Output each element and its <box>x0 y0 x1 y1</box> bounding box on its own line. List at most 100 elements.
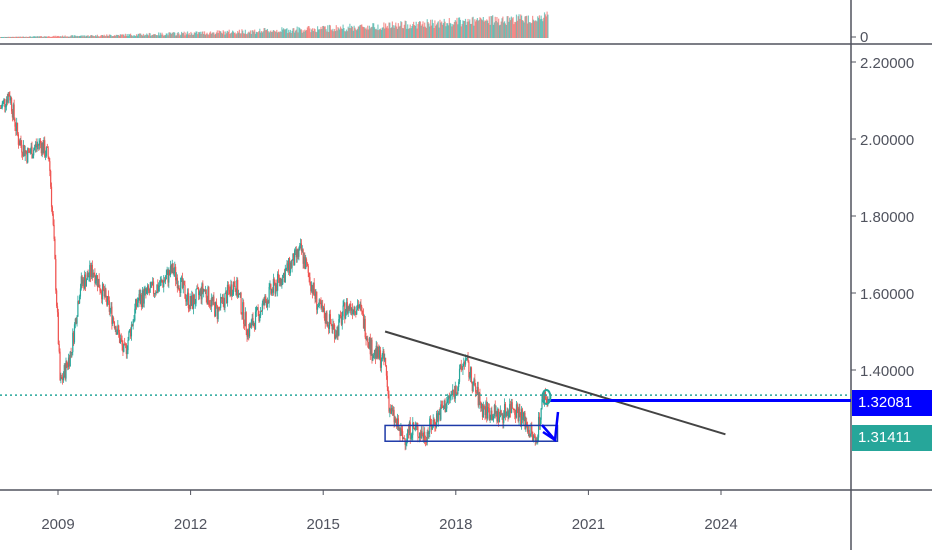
candle-body <box>135 299 138 307</box>
volume-bar <box>216 30 218 38</box>
candle-body <box>188 308 190 309</box>
candle-body <box>254 311 257 330</box>
volume-bar <box>359 24 361 38</box>
volume-bar <box>112 36 114 38</box>
volume-bar <box>231 32 233 38</box>
candle-body <box>494 405 496 414</box>
candle-body <box>111 306 113 324</box>
volume-bar <box>178 33 180 38</box>
volume-bar <box>431 19 433 38</box>
candle-body <box>280 278 282 285</box>
volume-bar <box>505 25 507 38</box>
candle-body <box>386 375 388 388</box>
volume-bar <box>367 25 369 38</box>
candle-body <box>415 426 417 428</box>
candle-body <box>497 408 499 422</box>
volume-bar <box>161 32 163 38</box>
volume-bar <box>5 36 7 38</box>
candle-body <box>271 289 273 294</box>
volume-bar <box>75 36 77 38</box>
volume-bar <box>148 32 150 38</box>
y-axis-ticks: 2.20000 2.00000 1.80000 1.60000 1.40000 0 <box>851 29 914 380</box>
volume-bar <box>512 17 514 38</box>
volume-bar <box>4 36 6 38</box>
candle-body <box>265 300 268 308</box>
candle-body <box>396 418 399 427</box>
candle-body <box>537 416 540 438</box>
candle-body <box>405 441 407 446</box>
candle-body <box>147 285 150 291</box>
volume-bar <box>504 23 507 38</box>
candle-body <box>495 411 497 414</box>
volume-bar <box>59 36 61 38</box>
candle-body <box>27 148 29 163</box>
candle-body <box>124 344 127 345</box>
volume-bar <box>48 36 50 38</box>
volume-bar <box>542 21 544 38</box>
candle-body <box>216 305 218 320</box>
volume-bar <box>233 33 235 38</box>
candle-body <box>25 150 27 153</box>
candle-body <box>192 295 195 309</box>
volume-bar <box>366 29 368 38</box>
candle-body <box>143 290 145 304</box>
candle-body <box>236 279 238 296</box>
volume-bar <box>448 18 450 38</box>
volume-bar <box>203 34 205 38</box>
candle-body <box>89 265 91 277</box>
volume-bar <box>16 36 19 38</box>
candle-body <box>486 402 488 419</box>
support-box <box>384 424 559 442</box>
volume-bar <box>458 17 460 38</box>
volume-bar <box>285 28 287 38</box>
candle-body <box>136 302 138 307</box>
candle-body <box>168 270 170 283</box>
candle-body <box>112 317 114 324</box>
candle-body <box>0 107 2 109</box>
volume-bar <box>265 30 267 38</box>
candle-body <box>420 431 422 439</box>
volume-bar <box>55 35 57 38</box>
candle-body <box>61 376 63 379</box>
volume-bar <box>260 31 263 38</box>
volume-bar <box>464 20 466 38</box>
volume-bar <box>72 35 74 38</box>
volume-bar <box>506 16 508 38</box>
candle-body <box>33 149 35 156</box>
volume-bar <box>534 20 536 38</box>
candle-body <box>289 262 291 274</box>
volume-bar <box>22 36 25 38</box>
volume-bar <box>228 29 230 38</box>
volume-bar <box>521 20 524 38</box>
volume-bar <box>387 28 389 38</box>
candle-body <box>15 126 17 131</box>
volume-bar <box>269 31 271 38</box>
volume-bar <box>311 28 314 38</box>
volume-bar <box>186 31 189 38</box>
candle-body <box>163 280 165 287</box>
volume-bar <box>283 29 286 38</box>
candle-body <box>90 264 93 277</box>
volume-bar <box>144 34 146 38</box>
candle-body <box>367 342 370 349</box>
volume-bar <box>346 31 348 38</box>
volume-bar <box>23 36 25 38</box>
volume-bar <box>203 31 206 38</box>
candle-body <box>220 297 223 299</box>
candle-body <box>225 291 227 294</box>
volume-bar <box>264 28 266 38</box>
candle-body <box>140 295 142 304</box>
volume-bar <box>527 15 529 38</box>
volume-bar <box>406 28 408 38</box>
candle-body <box>115 326 117 335</box>
candle-body <box>258 311 260 321</box>
volume-bar <box>379 28 382 38</box>
candle-body <box>18 144 20 146</box>
candle-body <box>108 300 110 312</box>
candle-body <box>239 292 241 295</box>
volume-bar <box>402 28 405 38</box>
candle-body <box>175 277 178 281</box>
volume-bar <box>398 26 400 38</box>
volume-bar <box>470 23 473 38</box>
